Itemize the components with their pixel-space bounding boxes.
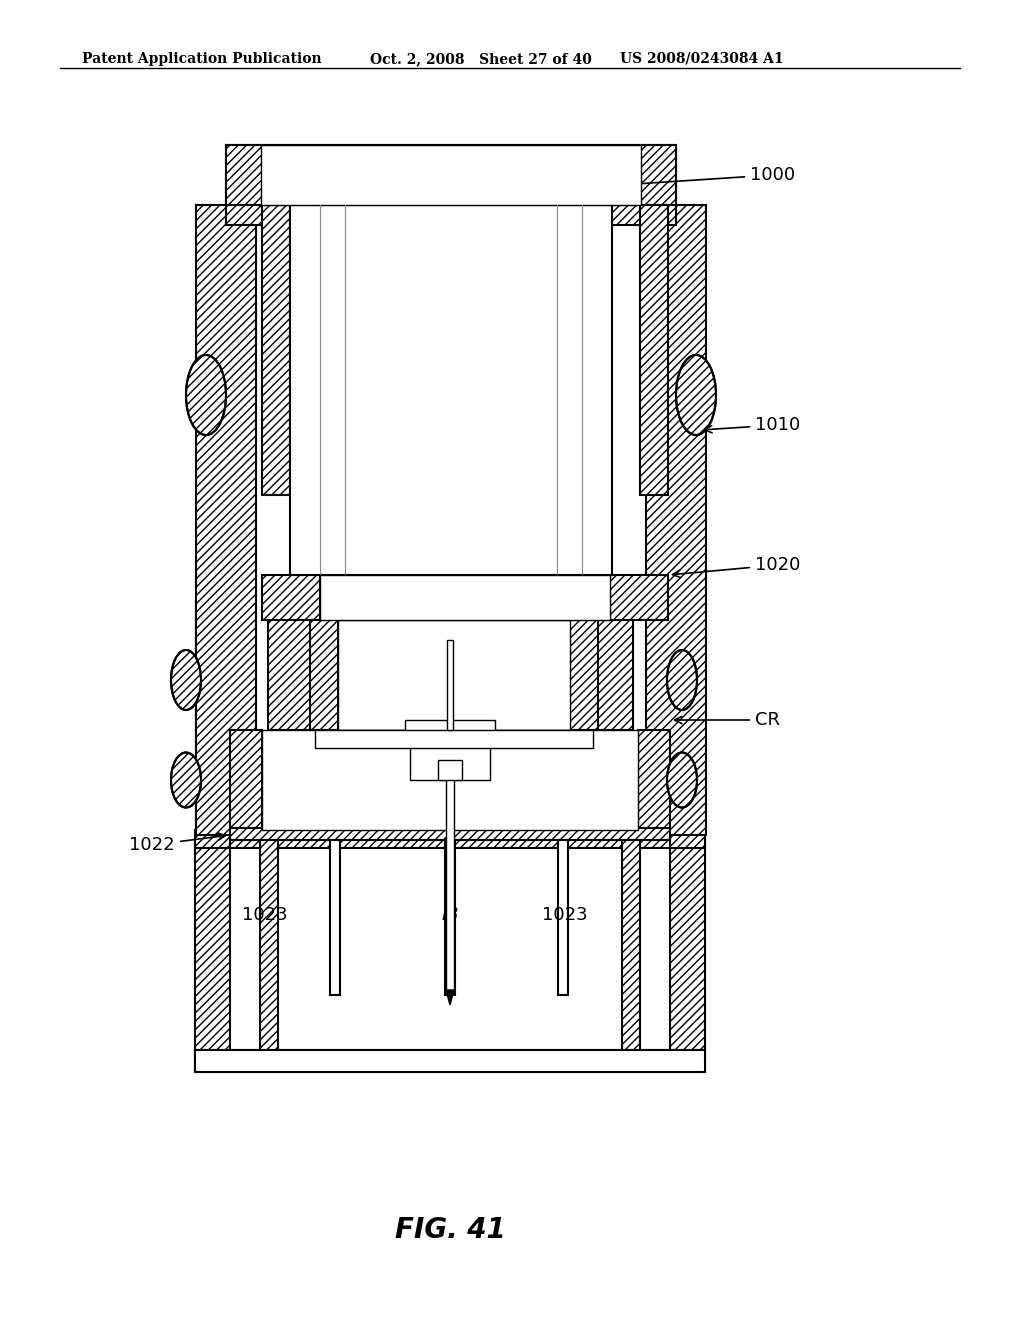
Bar <box>355 741 395 770</box>
Bar <box>261 145 641 205</box>
Bar <box>226 145 676 224</box>
Bar <box>640 205 668 495</box>
Ellipse shape <box>186 355 226 436</box>
Text: IB: IB <box>441 906 459 924</box>
Bar <box>295 730 613 748</box>
Bar <box>445 840 455 995</box>
Bar <box>226 145 676 205</box>
Bar <box>395 730 505 780</box>
Bar <box>196 205 256 836</box>
Text: CR: CR <box>675 711 780 729</box>
Text: 1022: 1022 <box>129 833 225 854</box>
Bar <box>195 1049 705 1072</box>
Bar <box>268 601 313 730</box>
Bar <box>278 830 622 847</box>
Text: US 2008/0243084 A1: US 2008/0243084 A1 <box>620 51 783 66</box>
Bar <box>640 830 670 847</box>
Bar <box>410 741 490 780</box>
Bar <box>446 770 454 990</box>
Text: 1015: 1015 <box>453 147 621 164</box>
Bar <box>195 830 230 847</box>
Bar <box>505 741 545 770</box>
Bar <box>262 205 290 495</box>
Text: 1023: 1023 <box>243 906 288 924</box>
Text: 1000: 1000 <box>625 166 795 187</box>
Bar <box>588 601 633 730</box>
Bar <box>670 830 705 847</box>
Bar <box>310 620 338 730</box>
Bar <box>622 840 640 1049</box>
Ellipse shape <box>667 752 697 808</box>
Text: FIG. 41: FIG. 41 <box>394 1216 506 1243</box>
Text: 1010: 1010 <box>705 416 800 434</box>
Bar <box>195 840 230 1049</box>
Ellipse shape <box>171 752 201 808</box>
Bar <box>438 760 462 780</box>
Bar <box>338 620 570 730</box>
Text: 1020: 1020 <box>673 556 801 578</box>
Bar <box>670 840 705 1049</box>
Bar <box>330 840 340 995</box>
Ellipse shape <box>667 649 697 710</box>
Bar <box>230 730 262 830</box>
Bar <box>558 840 568 995</box>
Bar <box>262 576 319 620</box>
Bar <box>610 576 668 620</box>
Ellipse shape <box>676 355 716 436</box>
Ellipse shape <box>171 649 201 710</box>
Bar <box>195 1049 705 1072</box>
Bar <box>319 576 610 620</box>
Bar <box>290 205 612 576</box>
Bar <box>196 601 231 830</box>
Bar <box>570 620 598 730</box>
Bar <box>406 719 495 733</box>
Bar <box>262 730 638 830</box>
Bar <box>230 830 260 847</box>
Bar <box>646 205 706 836</box>
Text: Patent Application Publication: Patent Application Publication <box>82 51 322 66</box>
Bar <box>665 601 700 830</box>
Bar <box>315 730 593 748</box>
Bar <box>230 828 670 840</box>
Bar <box>638 730 670 830</box>
Bar <box>260 840 278 1049</box>
Bar <box>447 640 453 730</box>
Text: 1023: 1023 <box>542 906 588 924</box>
Text: Oct. 2, 2008   Sheet 27 of 40: Oct. 2, 2008 Sheet 27 of 40 <box>370 51 592 66</box>
Polygon shape <box>446 990 454 1005</box>
